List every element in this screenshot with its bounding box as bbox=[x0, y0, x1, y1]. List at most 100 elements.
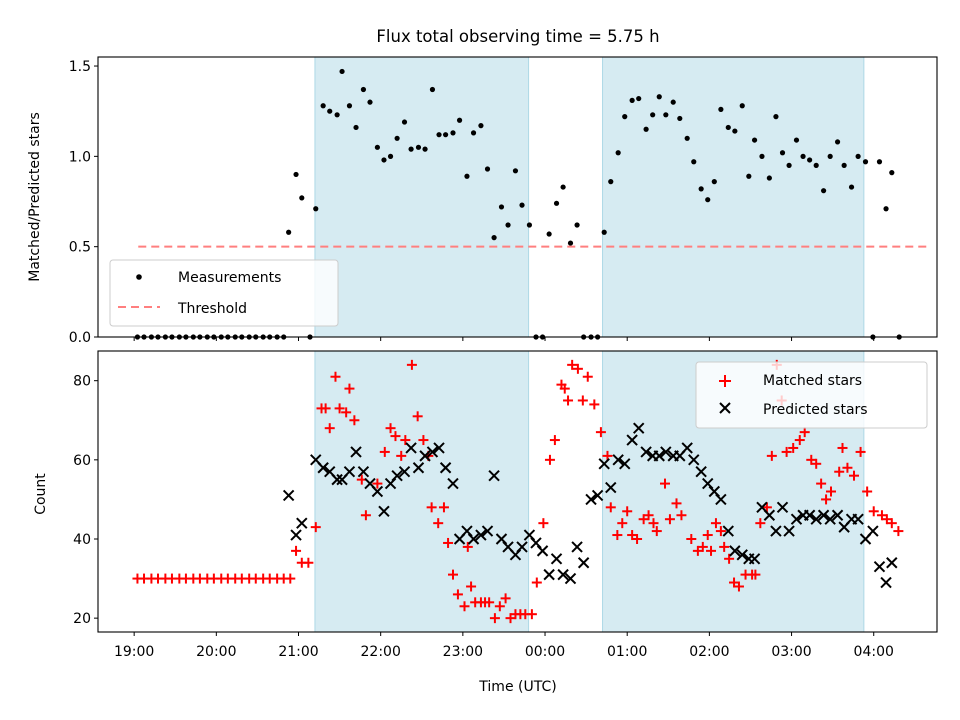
legend-measurements-marker bbox=[136, 274, 142, 280]
data-point-predicted bbox=[831, 509, 844, 521]
data-point-matched bbox=[821, 494, 832, 505]
data-point bbox=[512, 168, 519, 174]
x-tick-label: 19:00 bbox=[114, 644, 154, 660]
data-point-matched bbox=[794, 435, 805, 446]
data-point bbox=[346, 103, 353, 109]
data-point bbox=[889, 170, 895, 176]
data-point-predicted bbox=[748, 553, 761, 565]
data-point-predicted bbox=[722, 525, 734, 537]
data-point-predicted bbox=[736, 549, 748, 561]
top-y-axis-label: Matched/Predicted stars bbox=[27, 112, 43, 282]
data-point bbox=[807, 157, 813, 163]
data-point-predicted bbox=[577, 557, 590, 569]
shaded-interval bbox=[314, 350, 530, 633]
data-point-predicted bbox=[398, 466, 411, 478]
data-point-predicted bbox=[419, 450, 431, 462]
data-point bbox=[567, 240, 574, 246]
data-point-matched bbox=[531, 577, 542, 588]
bottom-y-ticks: 20 40 60 80 bbox=[73, 374, 98, 627]
data-point-matched bbox=[788, 442, 799, 453]
data-point-predicted bbox=[488, 469, 500, 482]
legend-predicted-label: Predicted stars bbox=[763, 402, 868, 418]
data-point bbox=[394, 135, 400, 141]
legend-threshold-label: Threshold bbox=[177, 301, 247, 317]
data-point bbox=[293, 171, 299, 178]
data-point-predicted bbox=[317, 462, 329, 474]
data-point-predicted bbox=[543, 568, 555, 581]
data-point-predicted bbox=[729, 545, 741, 557]
data-point-predicted bbox=[343, 466, 356, 478]
data-point bbox=[820, 188, 827, 194]
data-point-matched bbox=[837, 442, 848, 453]
top-axes: 0.0 0.5 1.0 1.5 Matched/Predicted stars Mea… bbox=[27, 56, 938, 346]
data-point bbox=[862, 159, 869, 165]
data-point-predicted bbox=[447, 477, 459, 490]
data-point bbox=[834, 139, 841, 145]
data-point-predicted bbox=[516, 541, 528, 553]
x-tick-label: 20:00 bbox=[196, 644, 236, 660]
data-point-matched bbox=[544, 454, 555, 465]
data-point-matched bbox=[559, 383, 570, 394]
data-point bbox=[478, 123, 484, 129]
data-point-matched bbox=[750, 569, 761, 580]
data-point-matched bbox=[549, 435, 560, 446]
data-point-predicted bbox=[783, 525, 795, 537]
data-point bbox=[615, 150, 621, 156]
x-tick-label: 03:00 bbox=[771, 644, 811, 660]
data-point-predicted bbox=[867, 525, 879, 537]
data-point-matched bbox=[344, 383, 355, 394]
data-point bbox=[751, 137, 758, 143]
top-shaded-intervals bbox=[314, 56, 865, 338]
data-point bbox=[684, 135, 690, 141]
data-point-matched bbox=[766, 450, 777, 461]
data-point-predicted bbox=[681, 442, 693, 454]
bottom-x-ticks: 19:00 20:00 21:00 22:00 23:00 00:00 01:00 02:00… bbox=[114, 632, 894, 660]
data-point bbox=[773, 114, 779, 120]
data-point-predicted bbox=[824, 513, 836, 525]
bottom-axes-frame bbox=[97, 350, 938, 633]
legend-predicted-marker bbox=[719, 402, 731, 414]
data-point-matched bbox=[589, 399, 600, 410]
data-point bbox=[456, 117, 463, 123]
data-point-matched bbox=[651, 526, 662, 537]
data-point-matched bbox=[710, 518, 721, 529]
data-point-matched bbox=[632, 533, 643, 544]
data-point-predicted bbox=[391, 469, 403, 482]
data-point-matched bbox=[893, 526, 904, 537]
data-point-matched bbox=[396, 450, 407, 461]
data-point-predicted bbox=[467, 533, 480, 545]
data-point bbox=[650, 112, 656, 118]
data-point-matched bbox=[664, 514, 675, 525]
data-point-predicted bbox=[412, 462, 425, 474]
data-point-predicted bbox=[433, 442, 445, 454]
data-point bbox=[813, 162, 819, 168]
x-tick-label: 04:00 bbox=[854, 644, 894, 660]
y-tick-label: 1.5 bbox=[69, 59, 91, 75]
data-point bbox=[759, 153, 765, 159]
data-point bbox=[883, 206, 889, 212]
data-point bbox=[656, 94, 662, 100]
data-point-predicted bbox=[296, 517, 308, 529]
bottom-legend-box bbox=[695, 361, 928, 429]
data-point bbox=[360, 86, 367, 93]
data-point-matched bbox=[372, 478, 383, 489]
data-point-matched bbox=[671, 498, 682, 509]
data-point-predicted bbox=[571, 541, 583, 553]
data-point-matched bbox=[385, 423, 396, 434]
data-point-matched bbox=[500, 593, 511, 604]
data-point-matched bbox=[412, 411, 423, 422]
data-point bbox=[484, 166, 491, 172]
x-tick-label: 02:00 bbox=[689, 644, 729, 660]
data-point-matched bbox=[605, 502, 616, 513]
data-point-predicted bbox=[852, 513, 864, 525]
data-point bbox=[442, 132, 449, 138]
data-point bbox=[519, 202, 525, 208]
data-point-predicted bbox=[619, 458, 631, 470]
data-point-predicted bbox=[371, 485, 384, 498]
data-point-matched bbox=[733, 581, 744, 592]
data-point bbox=[401, 119, 408, 125]
data-point-matched bbox=[781, 446, 792, 457]
top-legend-box bbox=[109, 259, 339, 327]
data-point bbox=[429, 86, 436, 93]
data-point-matched bbox=[595, 427, 606, 438]
